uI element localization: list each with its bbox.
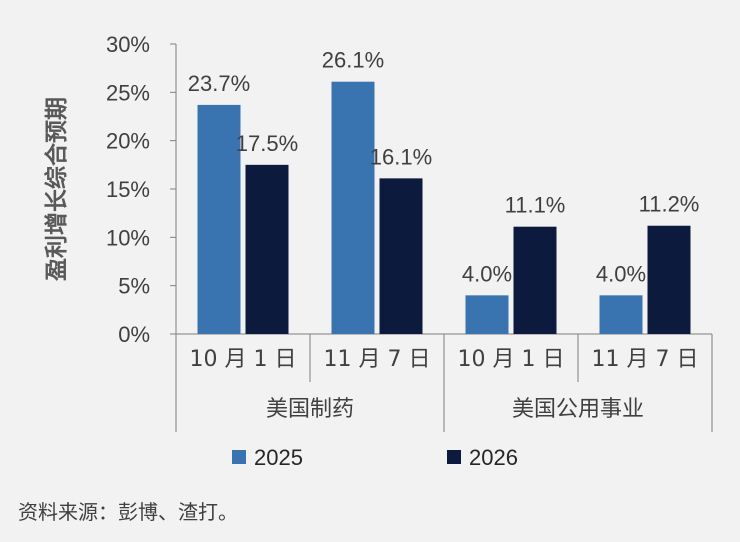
bar-2025-0	[197, 104, 241, 335]
x-group-label: 美国制药	[266, 397, 354, 422]
y-tick-label: 30%	[106, 32, 150, 57]
bar-2026-2	[513, 226, 557, 334]
bar-2026-0	[245, 164, 289, 334]
bar-2025-2	[465, 295, 509, 334]
y-axis-title: 盈利增长综合预期	[43, 97, 70, 282]
data-label: 16.1%	[370, 144, 432, 169]
x-group-label: 美国公用事业	[512, 397, 644, 422]
y-tick-label: 20%	[106, 129, 150, 154]
bar-2025-1	[331, 81, 375, 334]
legend-label: 2026	[469, 445, 518, 470]
legend-swatch-2025	[232, 450, 246, 464]
data-label: 11.1%	[505, 193, 566, 218]
y-tick-label: 0%	[118, 322, 150, 347]
x-tick-label: 10 月 1 日	[458, 347, 565, 372]
legend-swatch-2026	[447, 450, 461, 464]
y-tick-label: 10%	[106, 225, 150, 250]
x-tick-label: 11 月 7 日	[324, 347, 431, 372]
bar-2026-1	[379, 178, 423, 334]
data-label: 17.5%	[236, 131, 298, 156]
legend-label: 2025	[254, 445, 303, 470]
bar-2025-3	[599, 295, 643, 334]
data-label: 4.0%	[462, 261, 512, 286]
data-label: 11.2%	[639, 192, 700, 217]
y-tick-label: 15%	[106, 177, 150, 202]
y-tick-label: 5%	[118, 274, 150, 299]
bar-2026-3	[647, 225, 691, 334]
data-label: 26.1%	[322, 48, 384, 73]
source-note: 资料来源：彭博、渣打。	[18, 500, 238, 524]
x-tick-label: 10 月 1 日	[190, 347, 297, 372]
data-label: 4.0%	[596, 261, 646, 286]
y-tick-label: 25%	[106, 80, 150, 105]
x-tick-label: 11 月 7 日	[592, 347, 699, 372]
data-label: 23.7%	[188, 71, 250, 96]
